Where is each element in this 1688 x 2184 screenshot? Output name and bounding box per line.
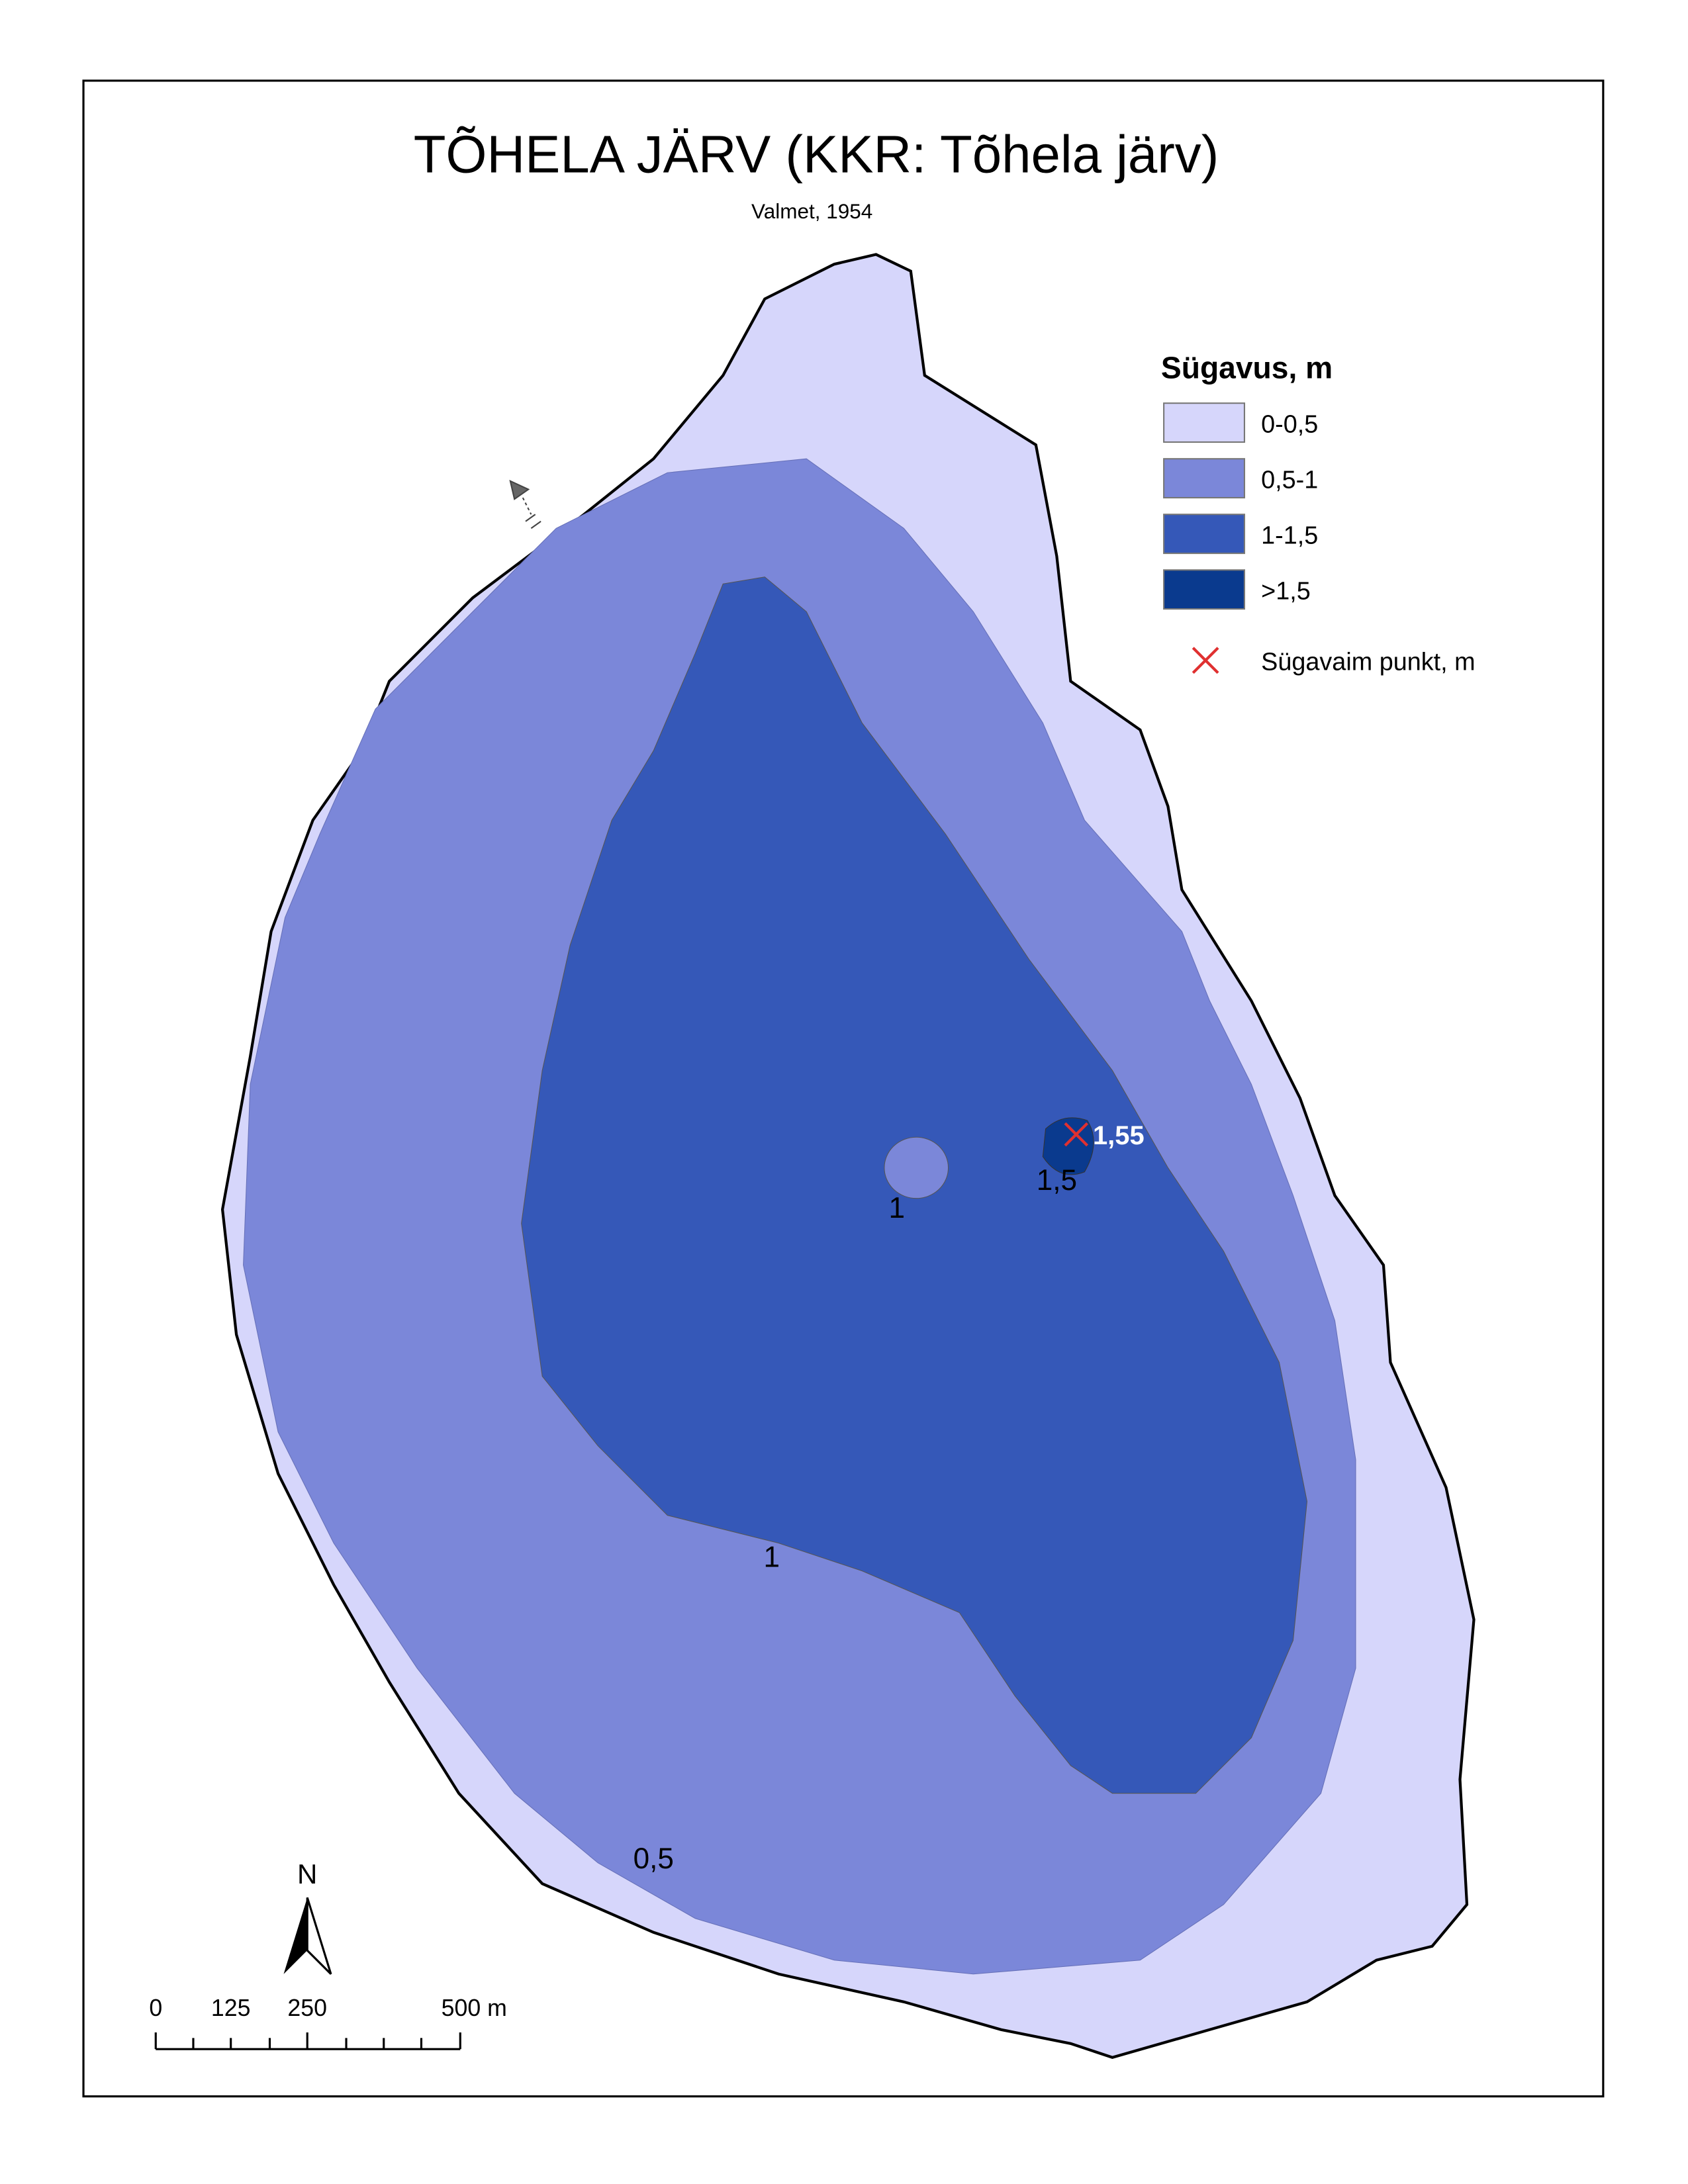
scale-label: 250 xyxy=(287,1995,327,2021)
legend-swatch xyxy=(1163,514,1245,555)
scale-bar xyxy=(154,2032,461,2050)
outflow-symbol xyxy=(509,479,541,529)
legend-label: 0,5-1 xyxy=(1261,466,1318,494)
frame xyxy=(82,79,1605,2098)
legend-marker xyxy=(1192,647,1219,674)
map-title: TÕHELA JÄRV (KKR: Tõhela järv) xyxy=(414,125,1219,184)
legend-label: 0-0,5 xyxy=(1261,410,1318,438)
scale-label: 125 xyxy=(211,1995,251,2021)
contour-label: 1 xyxy=(889,1192,906,1224)
depth-over-1.5 xyxy=(1042,1117,1094,1175)
legend-swatch xyxy=(1163,569,1245,610)
legend-swatch xyxy=(1163,458,1245,499)
shallow-patch xyxy=(884,1136,949,1199)
north-arrow: N xyxy=(283,1858,332,1975)
legend-label: 1-1,5 xyxy=(1261,522,1318,549)
contour-label: 1,5 xyxy=(1037,1164,1077,1197)
legend-title: Sügavus, m xyxy=(1161,350,1333,385)
north-label: N xyxy=(297,1858,317,1889)
contour-label: 1 xyxy=(764,1541,780,1573)
contour-label: 0,5 xyxy=(633,1843,674,1875)
legend-swatch xyxy=(1163,402,1245,443)
scale-label: 500 m xyxy=(442,1995,507,2021)
scale-label: 0 xyxy=(149,1995,162,2021)
legend-label: >1,5 xyxy=(1261,577,1311,605)
deepest-point-marker xyxy=(1064,1122,1089,1147)
legend: Sügavus, m 0-0,5 0,5-1 1-1,5 >1,5 Sügavaim p… xyxy=(1161,350,1476,676)
deepest-label: 1,55 xyxy=(1093,1121,1145,1150)
legend-label: Sügavaim punkt, m xyxy=(1261,649,1476,676)
map-subtitle: Valmet, 1954 xyxy=(751,199,872,223)
